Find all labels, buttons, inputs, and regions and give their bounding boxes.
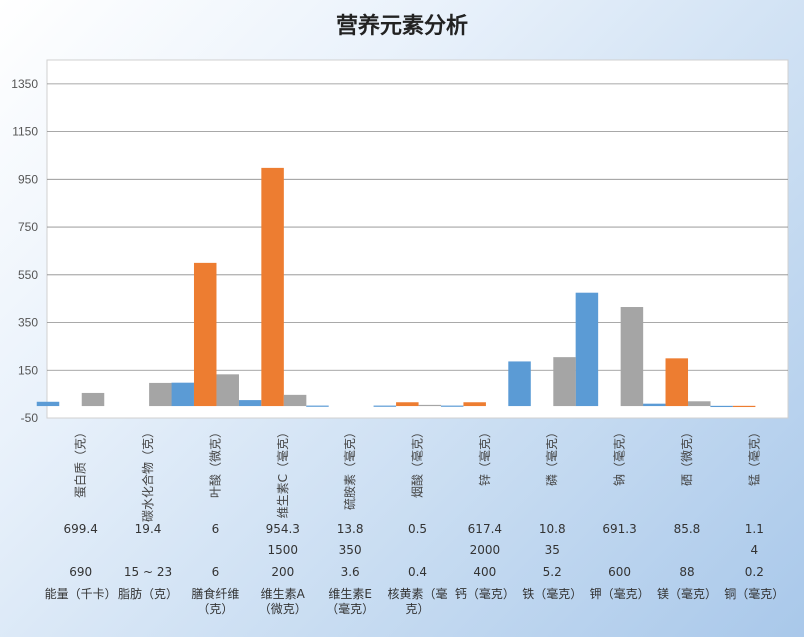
- table-row-label: 钙（毫克）: [455, 586, 515, 601]
- y-tick-label: 350: [18, 316, 38, 330]
- table-row-label: 膳食纤维: [191, 586, 239, 601]
- bar-series2: [665, 358, 689, 407]
- table-cell: 2000: [470, 543, 501, 557]
- bar-series3: [688, 401, 711, 407]
- bar-series1: [643, 403, 666, 407]
- table-cell: 600: [608, 565, 631, 579]
- x-category-label: 碳水化合物（克）: [140, 426, 155, 522]
- table-row-label: 克）: [405, 602, 429, 616]
- table-cell: 15 ~ 23: [124, 565, 172, 579]
- table-cell: 0.4: [408, 565, 427, 579]
- table-row-label: 钾（毫克）: [590, 586, 650, 601]
- table-row-label: 脂肪（克）: [118, 586, 178, 601]
- bar-series3: [553, 357, 576, 407]
- x-category-label: 钠（毫克）: [612, 426, 627, 486]
- chart-title: 营养元素分析: [335, 13, 468, 39]
- x-category-label: 烟酸（毫克）: [410, 426, 425, 498]
- bar-series3: [283, 394, 307, 407]
- x-category-label: 叶酸（微克）: [207, 426, 222, 498]
- bar-series1: [238, 400, 262, 407]
- bar-series1: [373, 405, 397, 407]
- table-cell: 35: [545, 543, 560, 557]
- y-tick-label: -50: [21, 411, 39, 425]
- table-row-label: 能量（千卡）: [45, 587, 117, 601]
- x-category-label: 硒（微克）: [680, 426, 694, 486]
- bar-series2: [396, 402, 419, 407]
- y-tick-label: 950: [18, 172, 38, 186]
- table-cell: 3.6: [341, 565, 360, 579]
- table-cell: 19.4: [135, 522, 162, 536]
- table-cell: 954.3: [266, 522, 300, 536]
- bar-series1: [440, 405, 464, 407]
- x-category-label: 锌（毫克）: [477, 426, 492, 486]
- table-row-label: （克）: [197, 602, 233, 616]
- x-category-label: 蛋白质（克）: [73, 426, 88, 498]
- bar-series3: [620, 307, 644, 407]
- table-row-label: 核黄素（毫: [387, 586, 447, 601]
- plot-area: [46, 59, 789, 419]
- x-category-label: 硫胺素（毫克）: [342, 426, 357, 510]
- table-cell: 88: [679, 565, 694, 579]
- table-cell: 10.8: [539, 522, 566, 536]
- bar-series2: [732, 405, 756, 408]
- bar-series3: [216, 374, 239, 407]
- x-category-label: 锰（毫克）: [746, 426, 761, 486]
- table-cell: 699.4: [64, 522, 98, 536]
- table-cell: 13.8: [337, 522, 364, 536]
- table-row-label: （毫克）: [326, 601, 374, 616]
- bar-series3: [81, 392, 105, 407]
- table-cell: 6: [212, 565, 220, 579]
- bar-series1: [306, 405, 329, 407]
- bar-series1: [508, 361, 531, 407]
- table-row-label: 维生素E: [328, 587, 372, 601]
- table-cell: 400: [473, 565, 496, 579]
- table-cell: 0.5: [408, 522, 427, 536]
- x-category-label: 磷（毫克）: [544, 426, 559, 486]
- y-tick-label: 550: [18, 268, 38, 282]
- table-row-label: 铁（毫克）: [522, 586, 582, 601]
- bar-series3: [418, 404, 442, 407]
- table-cell: 350: [339, 543, 362, 557]
- bar-series1: [575, 292, 599, 407]
- bar-series1: [36, 401, 60, 407]
- bar-series2: [463, 402, 486, 407]
- x-category-label: 维生素C（毫克）: [275, 426, 290, 518]
- table-cell: 85.8: [674, 522, 701, 536]
- table-row-label: 铜（毫克）: [724, 586, 784, 601]
- table-cell: 4: [750, 543, 758, 557]
- table-row-label: （微克）: [259, 602, 307, 616]
- bar-series3: [149, 382, 172, 407]
- table-cell: 690: [69, 565, 92, 579]
- table-cell: 0.2: [745, 565, 764, 579]
- bar-series2: [193, 262, 217, 407]
- table-cell: 6: [212, 522, 220, 536]
- table-row-label: 维生素A: [261, 587, 306, 601]
- y-tick-label: 1150: [12, 125, 38, 139]
- bar-series1: [710, 405, 733, 408]
- bar-series1: [171, 382, 194, 407]
- table-cell: 1.1: [745, 522, 764, 536]
- table-cell: 1500: [267, 543, 298, 557]
- table-cell: 691.3: [602, 522, 636, 536]
- y-tick-label: 1350: [11, 77, 38, 91]
- table-cell: 5.2: [543, 565, 562, 579]
- y-tick-label: 150: [18, 363, 38, 377]
- y-tick-label: 750: [18, 220, 38, 234]
- table-cell: 200: [271, 565, 294, 579]
- table-cell: 617.4: [468, 522, 502, 536]
- table-row-label: 镁（毫克）: [657, 586, 717, 601]
- bar-series2: [261, 167, 284, 407]
